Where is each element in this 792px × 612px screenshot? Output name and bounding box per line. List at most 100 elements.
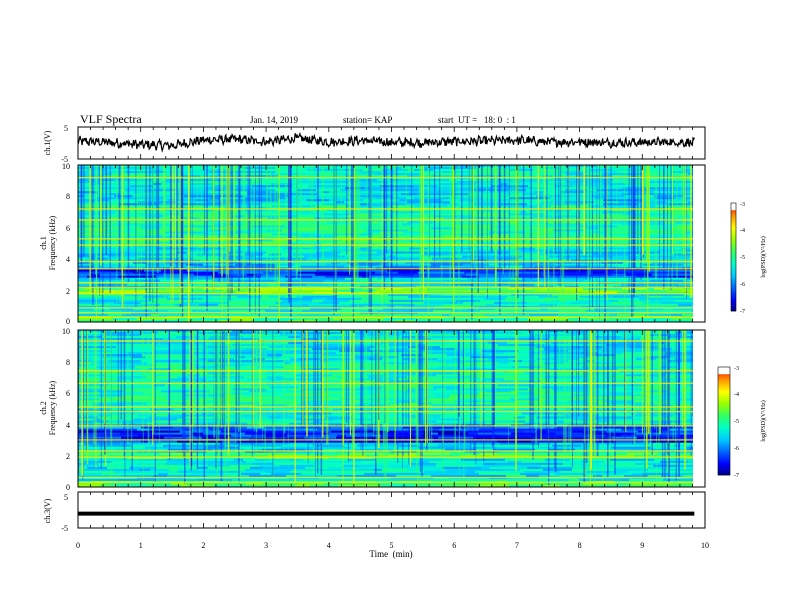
spectrogram-cell <box>668 183 693 186</box>
sferic-streak <box>517 165 519 290</box>
spectrogram-cell <box>304 436 337 440</box>
spectrogram-cell <box>427 362 447 365</box>
spectrogram-cell <box>576 362 616 365</box>
spectrogram-cell <box>179 309 193 313</box>
spectrogram-cell <box>675 247 682 250</box>
colorbar-step <box>718 455 730 458</box>
spectrogram-cell <box>658 187 693 190</box>
spectrogram-cell <box>316 189 323 192</box>
spectrogram-cell <box>542 420 559 423</box>
spectrogram-cell <box>228 354 257 357</box>
spectrogram-cell <box>420 245 446 248</box>
colorbar-step <box>718 367 730 370</box>
spectrogram-cell <box>391 368 409 371</box>
spectrogram-cell <box>192 309 226 313</box>
spectrogram-cell <box>480 295 508 299</box>
spectrogram-cell <box>298 189 317 192</box>
spectrogram-cell <box>253 317 296 321</box>
spectrogram-cell <box>84 442 121 446</box>
ch1-cbar-tick-m7: -7 <box>740 309 745 315</box>
spectrogram-cell <box>576 179 614 182</box>
sferic-streak <box>322 165 324 264</box>
spectrogram-cell <box>686 330 693 333</box>
spectrogram-cell <box>365 478 383 482</box>
colorbar-step <box>718 410 730 413</box>
sferic-streak <box>278 165 280 322</box>
spectrogram-cell <box>89 257 109 260</box>
sferic-streak <box>301 330 303 443</box>
ch2-spectrogram-panel: 0 2 4 6 8 10 ch.2Frequency (kHz) -3 -4 -… <box>39 327 767 492</box>
spectrogram-cell <box>163 249 170 252</box>
spectrogram-cell <box>379 454 387 458</box>
spectrogram-cell <box>595 263 626 267</box>
spectrogram-cell <box>267 348 313 351</box>
spectrogram-cell <box>490 191 535 194</box>
spectrogram-cell <box>599 484 624 487</box>
spectrogram-cell <box>366 454 380 458</box>
sferic-streak <box>338 330 340 419</box>
spectrogram-cell <box>166 484 182 487</box>
time-tick-label: 9 <box>640 541 644 550</box>
spectrogram-cell <box>391 251 428 254</box>
spectrogram-cell <box>169 468 179 472</box>
spectrogram-cell <box>192 175 201 178</box>
spectrogram-cell <box>227 265 270 269</box>
spectrogram-cell <box>564 332 588 335</box>
spectrogram-cell <box>414 205 448 208</box>
spectrogram-cell <box>123 263 148 267</box>
spectrogram-cell <box>632 332 676 335</box>
spectrogram-cell <box>661 217 679 220</box>
spectrogram-cell <box>669 428 693 432</box>
spectrogram-cell <box>548 255 576 258</box>
sferic-streak <box>141 165 142 271</box>
spectrogram-cell <box>471 221 509 224</box>
spectrogram-cell <box>357 444 368 448</box>
spectrogram-cell <box>374 464 393 468</box>
spectrogram-cell <box>188 374 201 377</box>
spectrogram-cell <box>266 388 290 391</box>
spectrogram-cell <box>148 368 172 371</box>
spectrogram-cell <box>178 468 221 472</box>
spectrogram-cell <box>402 305 436 309</box>
sferic-streak <box>127 330 129 444</box>
spectrogram-cell <box>281 380 293 383</box>
spectrogram-cell <box>390 205 415 208</box>
spectrogram-cell <box>552 253 594 256</box>
colorbar-step <box>718 457 730 460</box>
spectrogram-cell <box>536 358 579 361</box>
spectrogram-cell <box>198 332 222 335</box>
sferic-streak <box>375 330 377 462</box>
spectrogram-cell <box>489 263 499 267</box>
sferic-streak <box>402 330 403 469</box>
spectrogram-cell <box>158 179 165 182</box>
spectrogram-cell <box>668 458 693 462</box>
spectrogram-cell <box>528 317 569 321</box>
spectrogram-cell <box>175 303 194 307</box>
spectrogram-cell <box>255 458 269 462</box>
spectrogram-cell <box>184 195 205 198</box>
spectrogram-cell <box>125 277 144 281</box>
spectrogram-cell <box>317 388 347 391</box>
spectrogram-cell <box>349 299 374 303</box>
spectrogram-cell <box>389 344 428 347</box>
spectrogram-cell <box>364 472 385 476</box>
spectrogram-cell <box>419 374 428 377</box>
colorbar-step <box>731 258 736 261</box>
spectrogram-cell <box>575 319 621 322</box>
spectrogram-cell <box>178 470 221 474</box>
spectrogram-cell <box>394 305 403 309</box>
spectrogram-cell <box>282 440 325 444</box>
spectrogram-cell <box>487 309 517 313</box>
spectrogram-cell <box>218 303 244 307</box>
sferic-streak <box>317 330 319 474</box>
spectrogram-cell <box>269 265 277 269</box>
spectrogram-cell <box>438 203 460 206</box>
spectrogram-cell <box>375 289 398 293</box>
spectrogram-cell <box>510 450 529 454</box>
ch1-spectrogram-image <box>78 165 693 322</box>
spectrogram-cell <box>268 209 279 212</box>
spectrogram-cell <box>145 376 178 379</box>
spectrogram-cell <box>156 191 178 194</box>
spectrogram-cell <box>283 305 325 309</box>
colorbar-step <box>731 231 736 234</box>
